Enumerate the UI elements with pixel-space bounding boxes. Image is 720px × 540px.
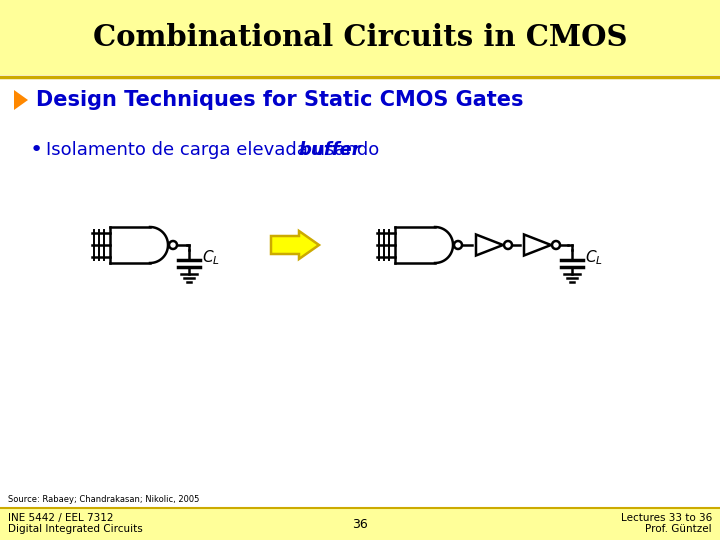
Text: $C_L$: $C_L$ bbox=[202, 248, 220, 267]
Text: Design Techniques for Static CMOS Gates: Design Techniques for Static CMOS Gates bbox=[36, 90, 523, 110]
Text: $C_L$: $C_L$ bbox=[585, 248, 603, 267]
Text: buffer: buffer bbox=[298, 141, 361, 159]
Circle shape bbox=[454, 241, 462, 249]
Circle shape bbox=[552, 241, 560, 249]
Polygon shape bbox=[14, 90, 28, 110]
Text: INE 5442 / EEL 7312: INE 5442 / EEL 7312 bbox=[8, 513, 114, 523]
Polygon shape bbox=[524, 234, 551, 255]
Circle shape bbox=[169, 241, 177, 249]
Polygon shape bbox=[476, 234, 503, 255]
Text: Source: Rabaey; Chandrakasan; Nikolic, 2005: Source: Rabaey; Chandrakasan; Nikolic, 2… bbox=[8, 495, 199, 504]
FancyBboxPatch shape bbox=[0, 0, 720, 75]
Text: Digital Integrated Circuits: Digital Integrated Circuits bbox=[8, 524, 143, 534]
Circle shape bbox=[504, 241, 512, 249]
FancyBboxPatch shape bbox=[0, 508, 720, 540]
Text: Combinational Circuits in CMOS: Combinational Circuits in CMOS bbox=[93, 24, 627, 52]
Text: •: • bbox=[30, 140, 43, 160]
Text: Lectures 33 to 36: Lectures 33 to 36 bbox=[621, 513, 712, 523]
FancyArrow shape bbox=[271, 231, 319, 259]
Text: 36: 36 bbox=[352, 517, 368, 530]
Text: Prof. Güntzel: Prof. Güntzel bbox=[645, 524, 712, 534]
Text: Isolamento de carga elevada usando: Isolamento de carga elevada usando bbox=[46, 141, 385, 159]
